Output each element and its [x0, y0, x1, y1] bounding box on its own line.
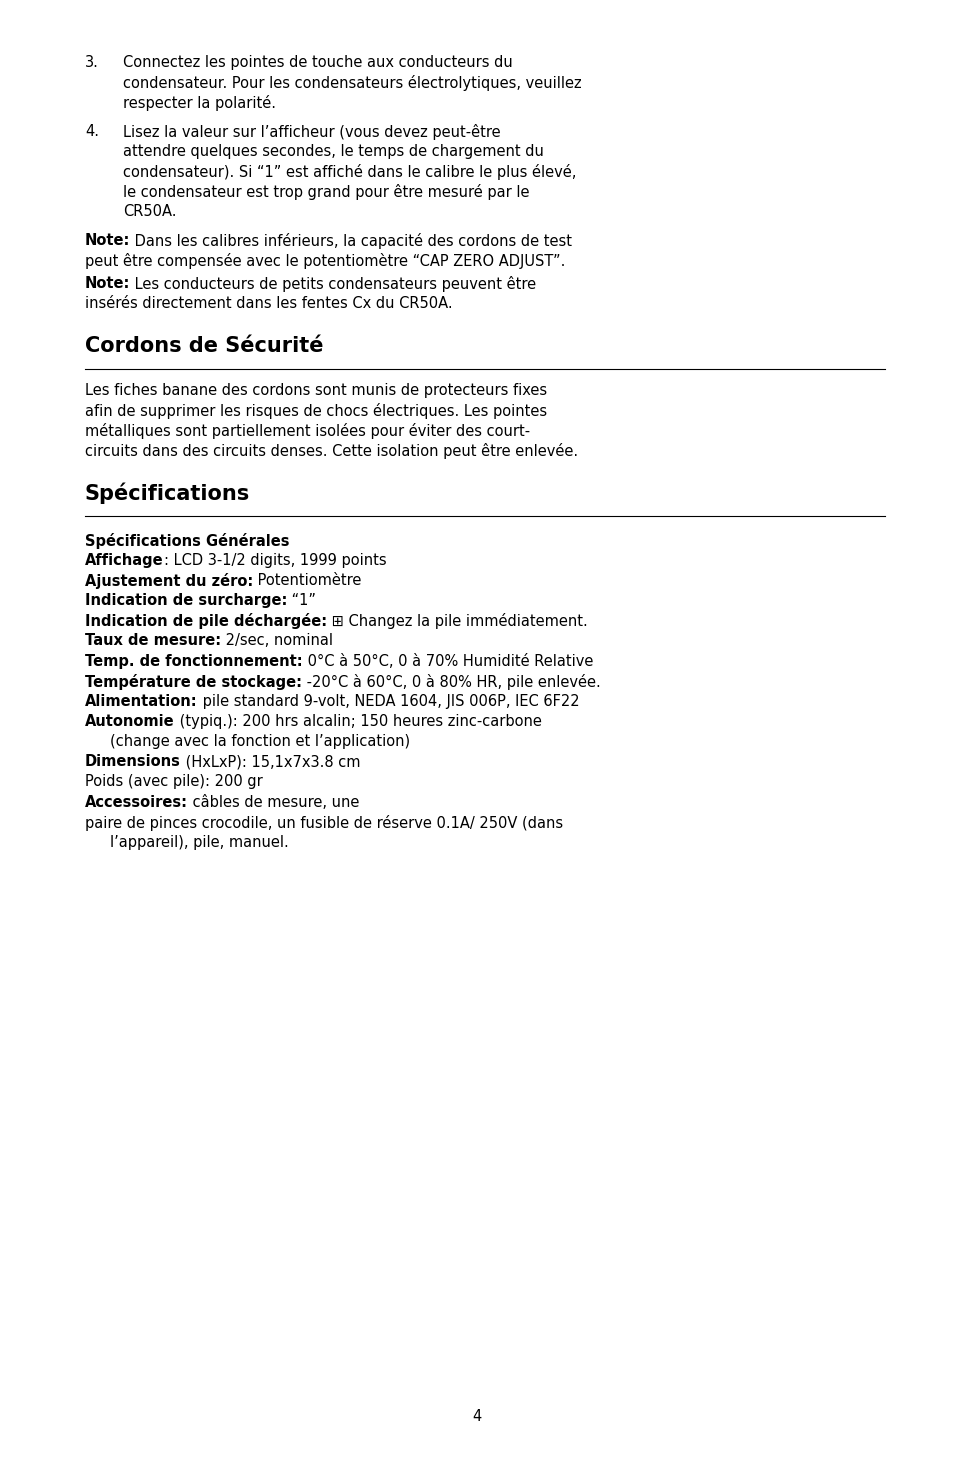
Text: Lisez la valeur sur l’afficheur (vous devez peut-être: Lisez la valeur sur l’afficheur (vous de… [123, 123, 500, 140]
Text: métalliques sont partiellement isolées pour éviter des court-: métalliques sont partiellement isolées p… [85, 423, 530, 439]
Text: condensateur. Pour les condensateurs électrolytiques, veuillez: condensateur. Pour les condensateurs éle… [123, 75, 581, 91]
Text: pile standard 9-volt, NEDA 1604, JIS 006P, IEC 6F22: pile standard 9-volt, NEDA 1604, JIS 006… [197, 693, 578, 710]
Text: Spécifications: Spécifications [85, 483, 250, 504]
Text: respecter la polarité.: respecter la polarité. [123, 95, 275, 112]
Text: le condensateur est trop grand pour être mesuré par le: le condensateur est trop grand pour être… [123, 184, 529, 200]
Text: afin de supprimer les risques de chocs électriques. Les pointes: afin de supprimer les risques de chocs é… [85, 403, 547, 419]
Text: l’appareil), pile, manuel.: l’appareil), pile, manuel. [110, 834, 289, 851]
Text: (change avec la fonction et l’application): (change avec la fonction et l’applicatio… [110, 734, 410, 749]
Text: CR50A.: CR50A. [123, 204, 176, 219]
Text: Spécifications Générales: Spécifications Générales [85, 533, 289, 549]
Text: (typiq.): 200 hrs alcalin; 150 heures zinc-carbone: (typiq.): 200 hrs alcalin; 150 heures zi… [174, 714, 541, 729]
Text: Taux de mesure:: Taux de mesure: [85, 633, 221, 648]
Text: Poids (avec pile): 200 gr: Poids (avec pile): 200 gr [85, 774, 262, 789]
Text: Les conducteurs de petits condensateurs peuvent être: Les conducteurs de petits condensateurs … [131, 276, 536, 292]
Text: Température de stockage:: Température de stockage: [85, 674, 302, 690]
Text: peut être compensée avec le potentiomètre “CAP ZERO ADJUST”.: peut être compensée avec le potentiomètr… [85, 253, 565, 269]
Text: (HxLxP): 15,1x7x3.8 cm: (HxLxP): 15,1x7x3.8 cm [181, 754, 360, 770]
Text: Potentiomètre: Potentiomètre [253, 573, 361, 588]
Text: condensateur). Si “1” est affiché dans le calibre le plus élevé,: condensateur). Si “1” est affiché dans l… [123, 165, 576, 181]
Text: : LCD 3-1/2 digits, 1999 points: : LCD 3-1/2 digits, 1999 points [164, 552, 386, 569]
Text: ⊞ Changez la pile immédiatement.: ⊞ Changez la pile immédiatement. [327, 614, 587, 629]
Text: paire de pinces crocodile, un fusible de réserve 0.1A/ 250V (dans: paire de pinces crocodile, un fusible de… [85, 815, 562, 831]
Text: insérés directement dans les fentes Cx du CR50A.: insérés directement dans les fentes Cx d… [85, 295, 452, 311]
Text: 3.: 3. [85, 54, 99, 71]
Text: 4: 4 [472, 1409, 481, 1423]
Text: Temp. de fonctionnement:: Temp. de fonctionnement: [85, 654, 302, 668]
Text: Cordons de Sécurité: Cordons de Sécurité [85, 335, 323, 355]
Text: 4.: 4. [85, 123, 99, 138]
Text: attendre quelques secondes, le temps de chargement du: attendre quelques secondes, le temps de … [123, 144, 543, 159]
Text: Ajustement du zéro:: Ajustement du zéro: [85, 573, 253, 589]
Text: 0°C à 50°C, 0 à 70% Humidité Relative: 0°C à 50°C, 0 à 70% Humidité Relative [302, 654, 593, 668]
Text: Connectez les pointes de touche aux conducteurs du: Connectez les pointes de touche aux cond… [123, 54, 512, 71]
Text: Autonomie: Autonomie [85, 714, 174, 729]
Text: Accessoires:: Accessoires: [85, 795, 188, 809]
Text: Dans les calibres inférieurs, la capacité des cordons de test: Dans les calibres inférieurs, la capacit… [131, 232, 572, 248]
Text: circuits dans des circuits denses. Cette isolation peut être enlevée.: circuits dans des circuits denses. Cette… [85, 444, 578, 460]
Text: Indication de pile déchargée:: Indication de pile déchargée: [85, 614, 327, 629]
Text: Alimentation:: Alimentation: [85, 693, 197, 710]
Text: -20°C à 60°C, 0 à 80% HR, pile enlevée.: -20°C à 60°C, 0 à 80% HR, pile enlevée. [302, 674, 600, 690]
Text: “1”: “1” [287, 593, 316, 608]
Text: Dimensions: Dimensions [85, 754, 181, 770]
Text: Note:: Note: [85, 276, 131, 291]
Text: Les fiches banane des cordons sont munis de protecteurs fixes: Les fiches banane des cordons sont munis… [85, 383, 547, 398]
Text: 2/sec, nominal: 2/sec, nominal [221, 633, 333, 648]
Text: Affichage: Affichage [85, 552, 164, 569]
Text: câbles de mesure, une: câbles de mesure, une [188, 795, 359, 809]
Text: Note:: Note: [85, 232, 131, 248]
Text: Indication de surcharge:: Indication de surcharge: [85, 593, 287, 608]
